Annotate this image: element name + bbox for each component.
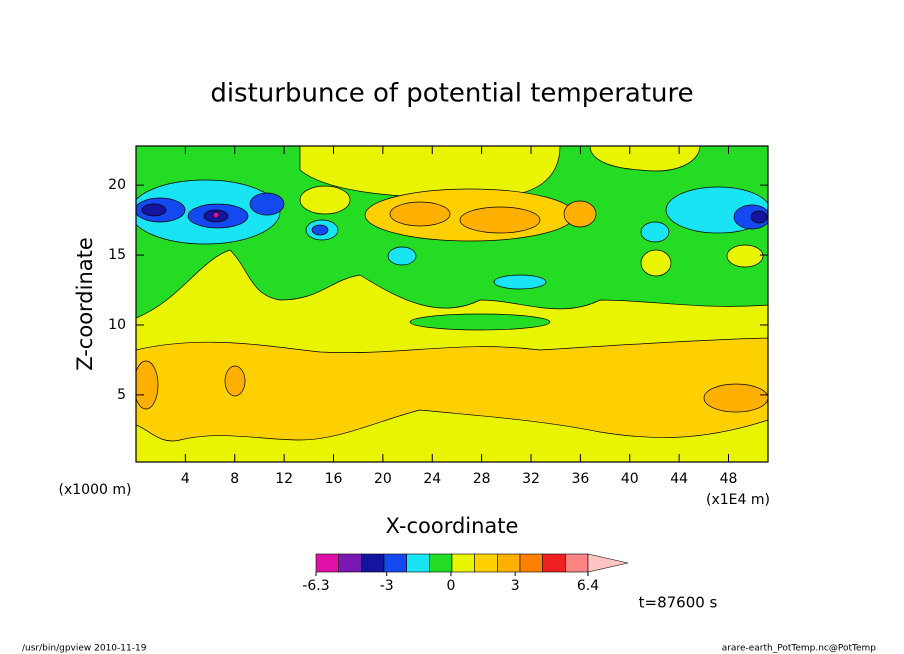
colorbar-box: [338, 553, 362, 573]
y-tick-label: 15: [108, 247, 126, 263]
contour-field: [136, 146, 768, 462]
colorbar-box: [474, 553, 498, 573]
colorbar-box: [406, 553, 430, 573]
colorbar-tick-label: -6.3: [302, 578, 329, 594]
colorbar-box: [429, 553, 453, 573]
x-tick-label: 4: [181, 471, 190, 487]
colorbar-box: [383, 553, 407, 573]
contour-fill: [409, 313, 551, 331]
contour-fill: [563, 200, 597, 228]
colorbar-tick-label: 3: [511, 578, 520, 594]
x-tick-label: 16: [325, 471, 343, 487]
x-tick-label: 36: [571, 471, 589, 487]
x-axis-label: X-coordinate: [386, 514, 519, 538]
x-tick-label: 32: [522, 471, 540, 487]
y-tick-label: 5: [117, 387, 126, 403]
contour-fill: [249, 192, 285, 216]
contour-fill: [640, 249, 672, 277]
colorbar-box: [519, 553, 543, 573]
colorbar-tick-label: 0: [446, 578, 455, 594]
contour-fill: [299, 185, 351, 215]
colorbar-box: [361, 553, 385, 573]
x-tick-label: 40: [621, 471, 639, 487]
x-tick-label: 20: [374, 471, 392, 487]
contour-fill: [493, 274, 547, 290]
footer-left: /usr/bin/gpview 2010-11-19: [22, 644, 147, 654]
colorbar-tick-label: 6.4: [577, 578, 599, 594]
contour-fill: [640, 221, 670, 243]
x-tick-label: 44: [670, 471, 688, 487]
colorbar-box: [497, 553, 521, 573]
x-tick-label: 48: [720, 471, 738, 487]
contour-fill: [589, 146, 701, 172]
contour-fill: [387, 246, 417, 266]
plot-frame: [135, 145, 769, 463]
contour-fill: [212, 211, 220, 219]
y-tick-label: 20: [108, 177, 126, 193]
contour-fill: [459, 206, 541, 234]
contour-fill: [750, 210, 768, 224]
colorbar-box: [542, 553, 566, 573]
annotation: t=87600 s: [639, 594, 718, 612]
contour-fill: [136, 337, 768, 442]
contour-fill: [141, 203, 167, 217]
contour-fill: [703, 383, 768, 413]
contour-fill: [726, 244, 764, 268]
y-unit: (x1000 m): [59, 482, 132, 498]
footer-right: arare-earth_PotTemp.nc@PotTemp: [722, 644, 877, 654]
x-tick-label: 28: [473, 471, 491, 487]
contour-fill: [311, 224, 329, 236]
x-unit: (x1E4 m): [706, 492, 770, 508]
x-tick-label: 24: [423, 471, 441, 487]
x-tick-label: 12: [275, 471, 293, 487]
colorbar-box: [565, 553, 589, 573]
contour-fill: [136, 360, 159, 410]
contour-fill: [224, 365, 246, 397]
y-tick-label: 10: [108, 317, 126, 333]
y-axis-label: Z-coordinate: [73, 237, 97, 371]
colorbar-extend: [587, 553, 629, 573]
colorbar-box: [451, 553, 475, 573]
colorbar-tick-label: -3: [380, 578, 394, 594]
x-tick-label: 8: [230, 471, 239, 487]
contour-fill: [389, 201, 451, 227]
colorbar-box: [315, 553, 339, 573]
chart-title: disturbunce of potential temperature: [210, 79, 693, 109]
